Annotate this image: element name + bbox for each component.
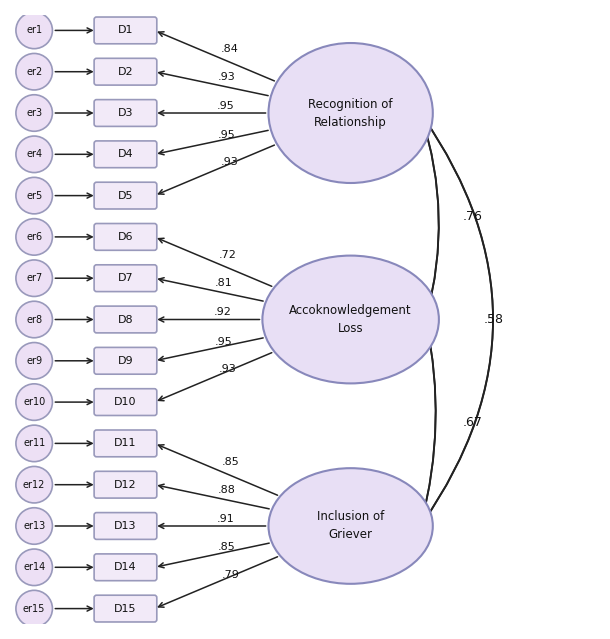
FancyBboxPatch shape xyxy=(94,224,157,250)
Text: .85: .85 xyxy=(222,458,240,467)
Text: D10: D10 xyxy=(114,397,137,407)
FancyBboxPatch shape xyxy=(94,512,157,539)
FancyBboxPatch shape xyxy=(94,554,157,581)
Text: D8: D8 xyxy=(118,314,133,325)
Circle shape xyxy=(16,508,52,544)
FancyBboxPatch shape xyxy=(94,306,157,333)
FancyBboxPatch shape xyxy=(94,595,157,622)
Text: .92: .92 xyxy=(214,307,231,317)
Text: .67: .67 xyxy=(462,416,483,429)
Circle shape xyxy=(16,590,52,627)
Text: Accoknowledgement
Loss: Accoknowledgement Loss xyxy=(289,304,412,335)
Text: er14: er14 xyxy=(23,562,45,573)
Circle shape xyxy=(16,95,52,131)
Text: er8: er8 xyxy=(26,314,42,325)
Text: er2: er2 xyxy=(26,66,42,77)
Circle shape xyxy=(16,178,52,214)
Text: .72: .72 xyxy=(219,250,237,259)
Circle shape xyxy=(16,301,52,338)
Text: er15: er15 xyxy=(23,604,45,613)
FancyBboxPatch shape xyxy=(94,265,157,291)
Text: .91: .91 xyxy=(217,514,234,523)
Text: .93: .93 xyxy=(218,72,235,82)
FancyBboxPatch shape xyxy=(94,58,157,85)
Text: .79: .79 xyxy=(222,570,240,580)
Text: er13: er13 xyxy=(23,521,45,531)
Text: Inclusion of
Griever: Inclusion of Griever xyxy=(317,511,384,541)
FancyArrowPatch shape xyxy=(420,322,436,521)
Text: er12: er12 xyxy=(23,480,45,489)
Text: D6: D6 xyxy=(118,232,133,242)
Text: er6: er6 xyxy=(26,232,42,242)
Text: .84: .84 xyxy=(221,44,239,54)
Ellipse shape xyxy=(268,43,433,183)
Circle shape xyxy=(16,12,52,49)
Text: D7: D7 xyxy=(118,273,133,283)
FancyBboxPatch shape xyxy=(94,17,157,44)
Circle shape xyxy=(16,136,52,173)
Text: .93: .93 xyxy=(221,157,239,167)
Ellipse shape xyxy=(268,468,433,584)
Text: .88: .88 xyxy=(218,484,236,495)
FancyBboxPatch shape xyxy=(94,348,157,374)
Text: D14: D14 xyxy=(114,562,137,573)
Text: .81: .81 xyxy=(215,277,233,288)
FancyArrowPatch shape xyxy=(421,118,439,317)
Text: .58: .58 xyxy=(484,313,504,326)
FancyBboxPatch shape xyxy=(94,141,157,167)
Text: D5: D5 xyxy=(118,190,133,201)
FancyBboxPatch shape xyxy=(94,182,157,209)
Circle shape xyxy=(16,549,52,585)
Text: D4: D4 xyxy=(118,150,133,159)
Text: .95: .95 xyxy=(218,130,235,139)
FancyArrowPatch shape xyxy=(421,324,436,523)
Text: D9: D9 xyxy=(118,356,133,366)
Text: er1: er1 xyxy=(26,26,42,35)
Text: er9: er9 xyxy=(26,356,42,366)
Text: Recognition of
Relationship: Recognition of Relationship xyxy=(309,98,393,128)
FancyBboxPatch shape xyxy=(94,100,157,127)
FancyBboxPatch shape xyxy=(94,430,157,457)
Ellipse shape xyxy=(262,256,439,383)
Text: .76: .76 xyxy=(462,210,483,223)
Circle shape xyxy=(16,260,52,296)
FancyBboxPatch shape xyxy=(94,389,157,415)
Text: D1: D1 xyxy=(118,26,133,35)
Circle shape xyxy=(16,466,52,503)
Text: D2: D2 xyxy=(118,66,133,77)
FancyArrowPatch shape xyxy=(422,115,493,522)
Circle shape xyxy=(16,343,52,379)
FancyArrowPatch shape xyxy=(422,116,439,315)
Text: er4: er4 xyxy=(26,150,42,159)
Text: er10: er10 xyxy=(23,397,45,407)
Circle shape xyxy=(16,219,52,255)
Circle shape xyxy=(16,425,52,461)
Text: er3: er3 xyxy=(26,108,42,118)
Text: .85: .85 xyxy=(218,543,236,553)
Text: D15: D15 xyxy=(114,604,137,613)
Text: D3: D3 xyxy=(118,108,133,118)
Text: D11: D11 xyxy=(114,438,137,449)
Circle shape xyxy=(16,54,52,90)
Text: er7: er7 xyxy=(26,273,42,283)
Text: er5: er5 xyxy=(26,190,42,201)
Text: .95: .95 xyxy=(217,100,234,111)
Circle shape xyxy=(16,384,52,420)
Text: er11: er11 xyxy=(23,438,45,449)
Text: .95: .95 xyxy=(215,337,233,346)
FancyBboxPatch shape xyxy=(94,472,157,498)
Text: D12: D12 xyxy=(114,480,137,489)
FancyArrowPatch shape xyxy=(422,117,493,524)
Text: D13: D13 xyxy=(114,521,137,531)
Text: .93: .93 xyxy=(219,364,237,374)
